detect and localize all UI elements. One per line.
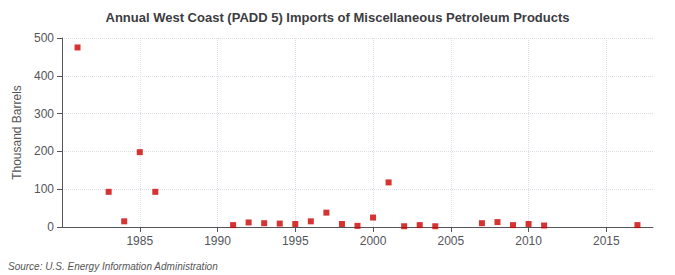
svg-text:2000: 2000	[360, 234, 387, 248]
svg-text:2010: 2010	[515, 234, 542, 248]
svg-text:2015: 2015	[593, 234, 620, 248]
svg-text:Source: U.S. Energy Informatio: Source: U.S. Energy Information Administ…	[8, 261, 218, 272]
svg-text:200: 200	[34, 144, 54, 158]
svg-text:300: 300	[34, 107, 54, 121]
svg-text:500: 500	[34, 31, 54, 45]
svg-text:2005: 2005	[437, 234, 464, 248]
svg-text:400: 400	[34, 69, 54, 83]
svg-text:100: 100	[34, 182, 54, 196]
svg-text:Thousand Barrels: Thousand Barrels	[10, 85, 24, 180]
svg-text:1985: 1985	[126, 234, 153, 248]
svg-text:0: 0	[47, 220, 54, 234]
svg-text:Annual West Coast (PADD 5) Imp: Annual West Coast (PADD 5) Imports of Mi…	[106, 10, 570, 25]
svg-text:1995: 1995	[282, 234, 309, 248]
svg-text:1990: 1990	[204, 234, 231, 248]
